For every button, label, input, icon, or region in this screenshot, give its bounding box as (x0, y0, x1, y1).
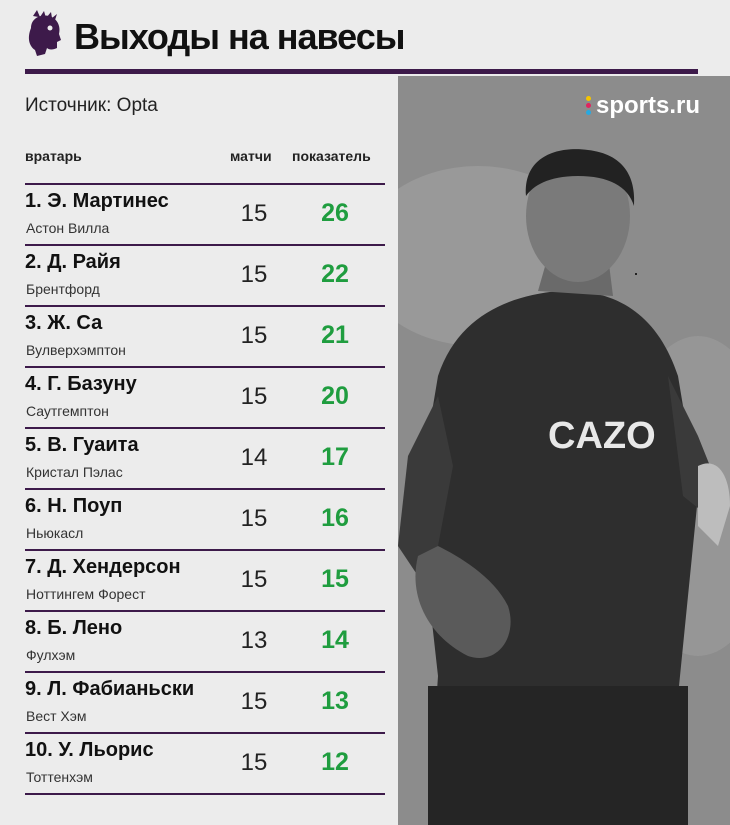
table-row: 2. Д. Райя Брентфорд 15 22 (25, 244, 385, 305)
player-club: Вест Хэм (26, 708, 87, 724)
player-name: 3. Ж. Са (25, 312, 103, 334)
player-name: 4. Г. Базуну (25, 373, 137, 395)
player-name: 7. Д. Хендерсон (25, 556, 181, 578)
column-header-keeper: вратарь (25, 148, 82, 164)
table-row: 6. Н. Поуп Ньюкасл 15 16 (25, 488, 385, 549)
player-club: Ньюкасл (26, 525, 84, 541)
table-row: 8. Б. Лено Фулхэм 13 14 (25, 610, 385, 671)
player-score: 12 (321, 748, 349, 776)
player-matches: 15 (240, 322, 268, 349)
player-score: 20 (321, 382, 349, 410)
player-matches: 14 (240, 444, 268, 471)
player-matches: 13 (240, 627, 268, 654)
table-row: 4. Г. Базуну Саутгемптон 15 20 (25, 366, 385, 427)
player-name: 10. У. Льорис (25, 739, 154, 761)
player-club: Фулхэм (26, 647, 76, 663)
player-score: 16 (321, 504, 349, 532)
header-divider (25, 69, 698, 74)
player-score: 22 (321, 260, 349, 288)
table-row: 9. Л. Фабианьски Вест Хэм 15 13 (25, 671, 385, 732)
player-matches: 15 (240, 566, 268, 593)
player-name: 8. Б. Лено (25, 617, 123, 639)
player-score: 17 (321, 443, 349, 471)
table-row: 10. У. Льорис Тоттенхэм 15 12 (25, 732, 385, 795)
source-label: Источник: Opta (25, 95, 158, 116)
player-club: Кристал Пэлас (26, 464, 123, 480)
table-row: 3. Ж. Са Вулверхэмптон 15 21 (25, 305, 385, 366)
column-header-score: показатель (292, 148, 371, 164)
svg-text:CAZO: CAZO (548, 415, 656, 457)
player-matches: 15 (240, 383, 268, 410)
player-matches: 15 (240, 261, 268, 288)
ranking-table: 1. Э. Мартинес Астон Вилла 15 26 2. Д. Р… (25, 183, 385, 795)
table-row: 5. В. Гуаита Кристал Пэлас 14 17 (25, 427, 385, 488)
column-header-matches: матчи (230, 148, 272, 164)
player-matches: 15 (240, 688, 268, 715)
goalkeeper-photo-icon: CAZO (398, 76, 730, 825)
player-matches: 15 (240, 749, 268, 776)
player-score: 13 (321, 687, 349, 715)
player-score: 15 (321, 565, 349, 593)
player-club: Тоттенхэм (26, 769, 93, 785)
player-score: 26 (321, 199, 349, 227)
header: Выходы на навесы (0, 0, 730, 74)
player-name: 5. В. Гуаита (25, 434, 139, 456)
premier-league-lion-icon (28, 10, 61, 56)
player-name: 9. Л. Фабианьски (25, 678, 195, 700)
player-club: Брентфорд (26, 281, 100, 297)
page-title: Выходы на навесы (74, 16, 405, 57)
player-matches: 15 (240, 200, 268, 227)
player-score: 14 (321, 626, 349, 654)
player-club: Вулверхэмптон (26, 342, 126, 358)
player-club: Саутгемптон (26, 403, 109, 419)
sports-ru-logo: sports.ru (585, 92, 700, 120)
brand-name: sports.ru (595, 92, 700, 119)
player-name: 2. Д. Райя (25, 251, 121, 273)
player-name: 6. Н. Поуп (25, 495, 123, 517)
table-row: 7. Д. Хендерсон Ноттингем Форест 15 15 (25, 549, 385, 610)
player-matches: 15 (240, 505, 268, 532)
table-row: 1. Э. Мартинес Астон Вилла 15 26 (25, 183, 385, 244)
player-name: 1. Э. Мартинес (25, 190, 169, 212)
brand-dots-icon (585, 96, 592, 118)
player-score: 21 (321, 321, 349, 349)
player-photo: CAZO sports.ru (398, 76, 730, 825)
player-club: Астон Вилла (26, 220, 110, 236)
player-club: Ноттингем Форест (26, 586, 146, 602)
